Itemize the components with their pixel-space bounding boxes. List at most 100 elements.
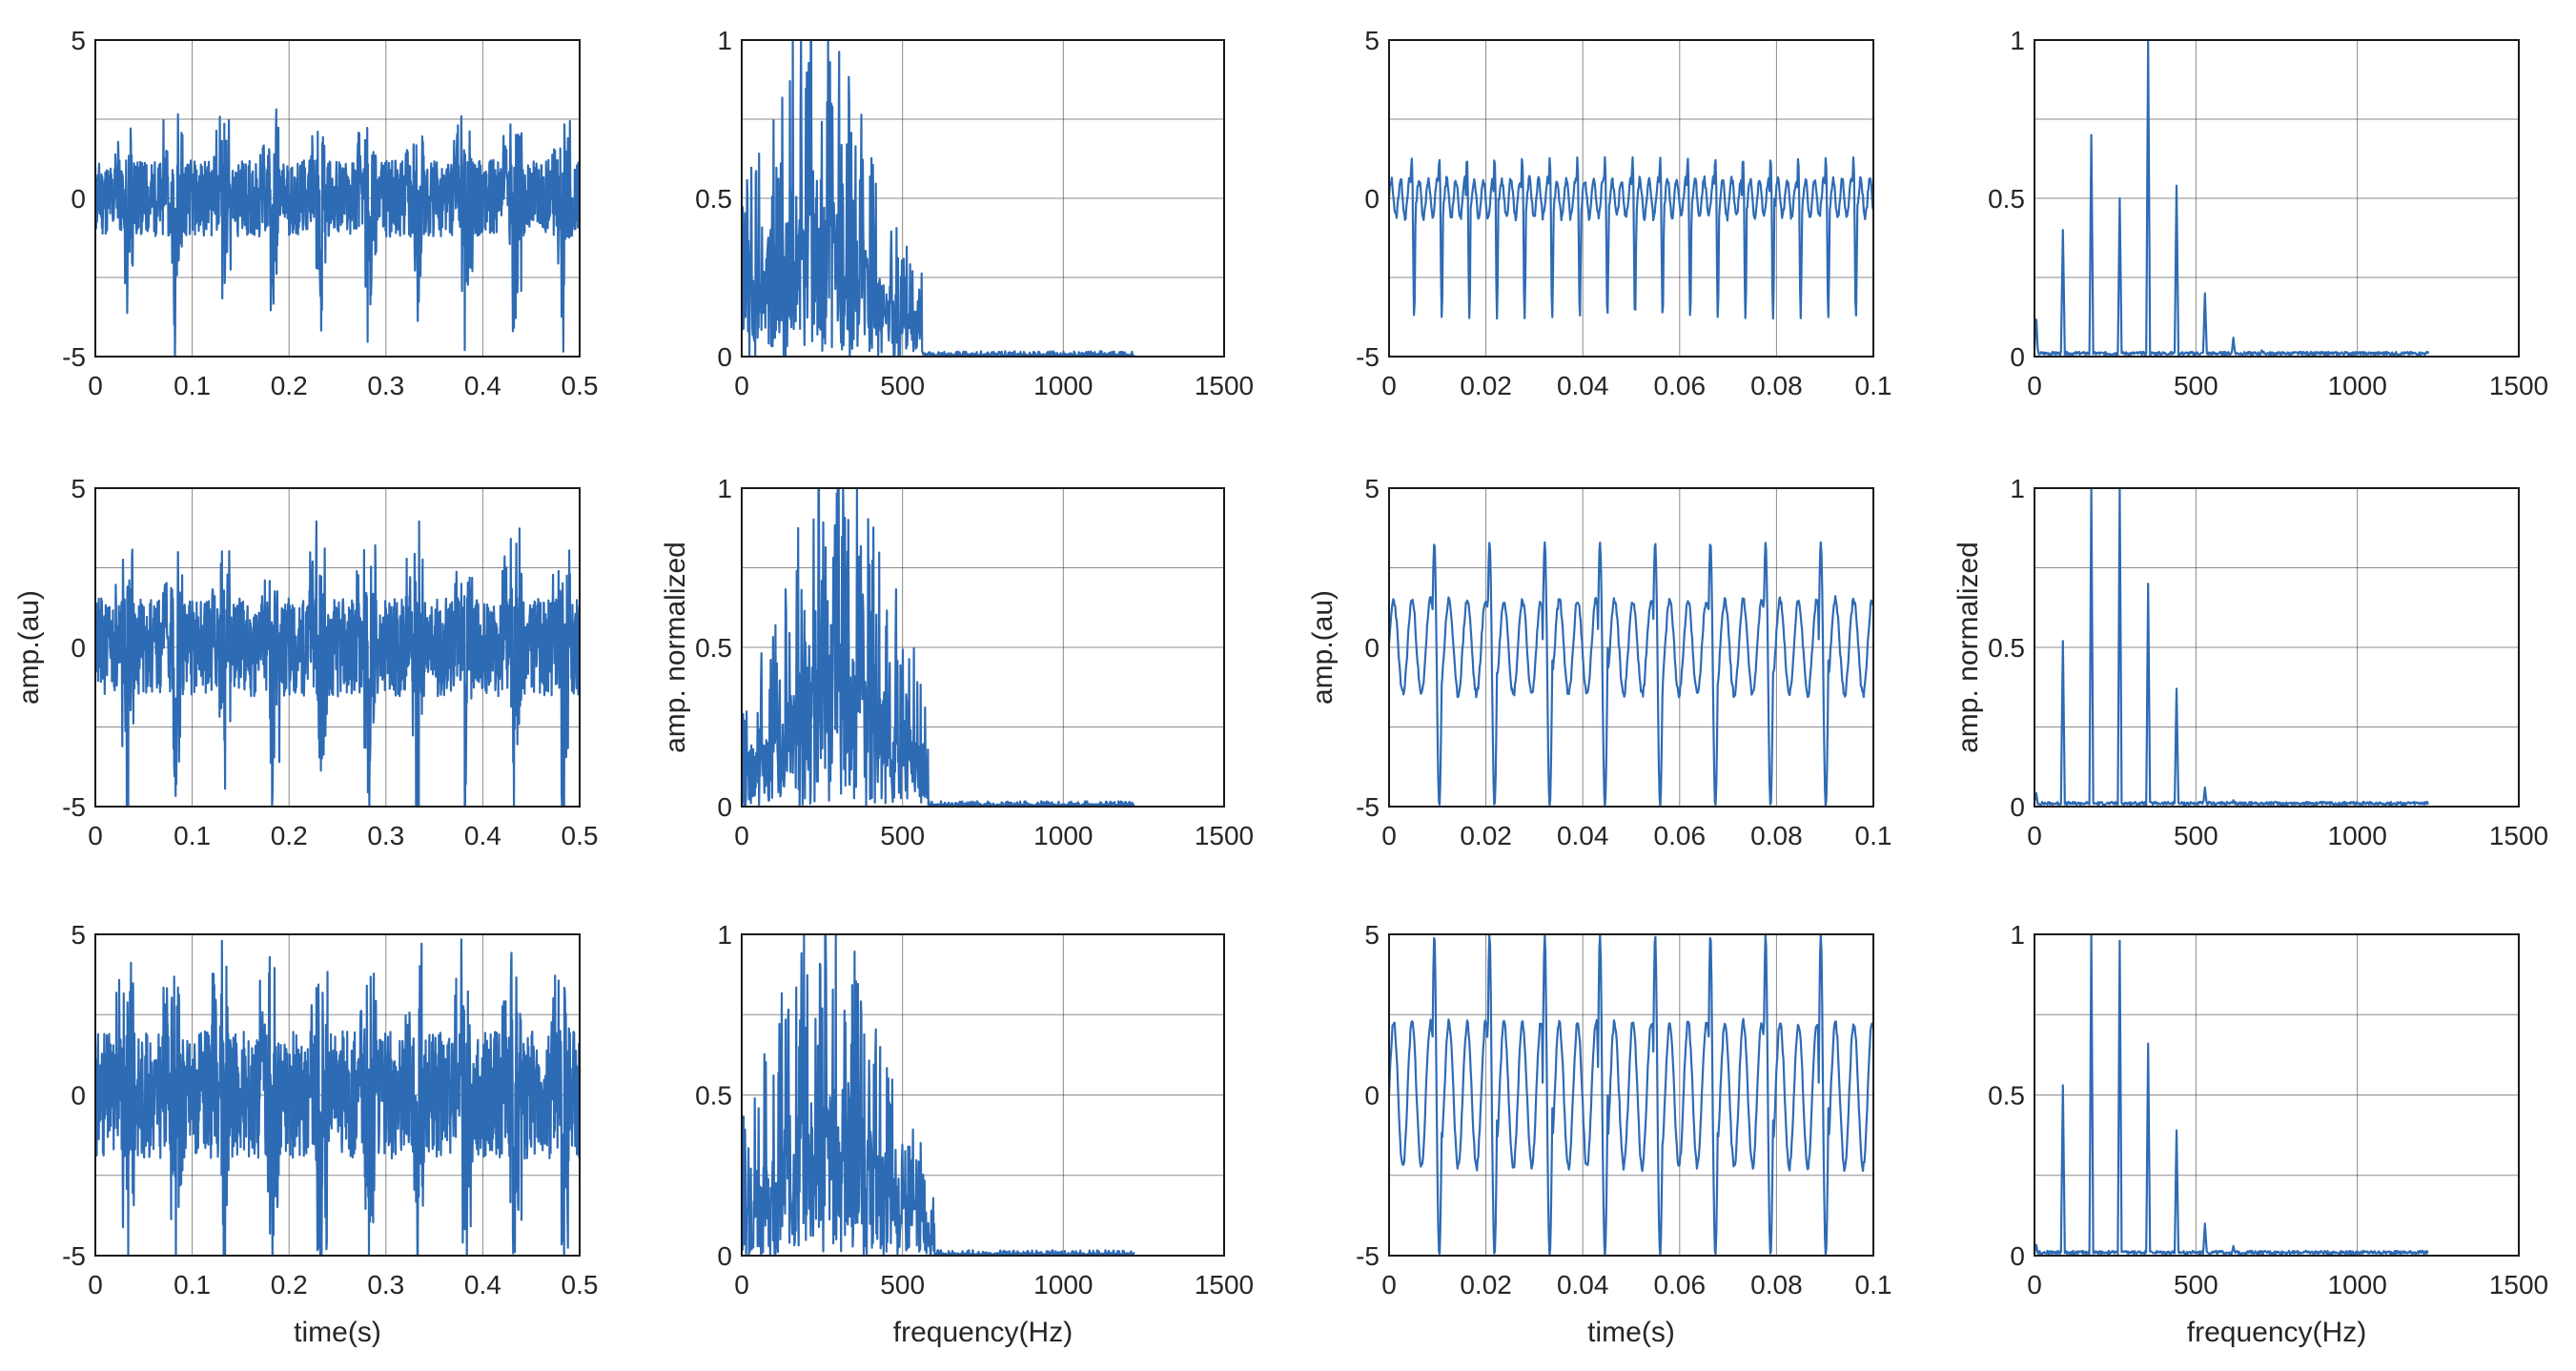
subplot-r1c3: 0 0.02 0.04 0.06 0.08 0.1-505 — [1356, 26, 1891, 400]
x-tick-label: 1500 — [2489, 371, 2548, 400]
x-tick-label: 0.1 — [1855, 1270, 1892, 1299]
y-tick-label: 1 — [2010, 920, 2025, 950]
x-tick-label: 1500 — [2489, 1270, 2548, 1299]
series-line — [93, 938, 582, 1258]
x-tick-label: 0.1 — [174, 371, 211, 400]
y-tick-label: 1 — [2010, 26, 2025, 55]
x-tick-label: 1500 — [1195, 821, 1254, 850]
subplot-r1c1: 0 0.1 0.2 0.3 0.4 0.5-505 — [62, 26, 598, 400]
y-tick-label: 0 — [717, 792, 732, 822]
x-tick-label: 0.4 — [464, 821, 501, 850]
y-tick-label: 0 — [1364, 1081, 1380, 1111]
x-tick-label: 0.1 — [1855, 821, 1892, 850]
axes-frame — [741, 487, 1225, 808]
x-tick-label: 0.04 — [1557, 1270, 1609, 1299]
x-tick-label: 1000 — [2328, 821, 2387, 850]
x-tick-label: 0.4 — [464, 371, 501, 400]
x-tick-label: 1000 — [1033, 1270, 1093, 1299]
y-tick-label: 0 — [71, 633, 86, 663]
x-tick-label: 0.1 — [174, 821, 211, 850]
x-tick-label: 0.4 — [464, 1270, 501, 1299]
x-axis-label: time(s) — [294, 1317, 381, 1348]
y-tick-label: 0 — [1364, 184, 1380, 214]
series-line — [1387, 155, 1874, 320]
subplot-r2c2: 0 500 1000 1500 0 0.5 1 amp. normalized — [660, 474, 1254, 850]
series-line — [1387, 541, 1875, 808]
x-tick-label: 0.02 — [1460, 371, 1512, 400]
y-tick-label: 5 — [71, 26, 86, 55]
x-tick-label: 0.3 — [367, 371, 404, 400]
y-tick-label: -5 — [62, 792, 86, 822]
x-tick-label: 0 — [734, 821, 749, 850]
y-tick-label: 5 — [1364, 26, 1380, 55]
series-line — [1387, 932, 1874, 1258]
y-tick-label: 0.5 — [695, 1081, 732, 1111]
axes-frame — [94, 933, 581, 1257]
x-axis-label: frequency(Hz) — [893, 1317, 1073, 1348]
y-tick-label: 0 — [717, 342, 732, 372]
x-tick-label: 0.5 — [562, 1270, 599, 1299]
series-line — [740, 38, 1135, 358]
x-tick-label: 0 — [1381, 371, 1397, 400]
y-tick-label: 0 — [71, 184, 86, 214]
x-tick-label: 0 — [2027, 1270, 2042, 1299]
y-tick-label: 0.5 — [695, 184, 732, 214]
axes-frame — [741, 39, 1225, 358]
x-tick-label: 0 — [1381, 821, 1397, 850]
y-tick-label: 0 — [2010, 1241, 2025, 1271]
y-tick-label: -5 — [1356, 1241, 1380, 1271]
x-tick-label: 0 — [88, 821, 103, 850]
y-tick-label: 1 — [2010, 474, 2025, 503]
y-tick-label: -5 — [62, 342, 86, 372]
y-tick-label: -5 — [62, 1241, 86, 1271]
x-tick-label: 0.3 — [367, 1270, 404, 1299]
y-tick-label: 1 — [717, 474, 732, 503]
x-tick-label: 0.04 — [1557, 821, 1609, 850]
y-axis-label: amp. normalized — [1952, 542, 1984, 753]
x-tick-label: 0.06 — [1654, 821, 1707, 850]
x-tick-label: 0.02 — [1460, 821, 1512, 850]
y-tick-label: 5 — [1364, 474, 1380, 503]
y-tick-label: 0.5 — [695, 633, 732, 663]
axes-frame — [2034, 487, 2520, 808]
x-axis-label: frequency(Hz) — [2187, 1317, 2366, 1348]
x-tick-label: 1000 — [1033, 821, 1093, 850]
axes-frame — [2034, 39, 2520, 358]
series-line — [740, 486, 1135, 808]
x-tick-label: 1500 — [1195, 1270, 1254, 1299]
y-tick-label: 5 — [71, 920, 86, 950]
y-tick-label: -5 — [1356, 792, 1380, 822]
x-tick-label: 0 — [1381, 1270, 1397, 1299]
x-tick-label: 0.5 — [562, 821, 599, 850]
x-tick-label: 0.1 — [174, 1270, 211, 1299]
x-tick-label: 500 — [2174, 1270, 2218, 1299]
x-axis-label: time(s) — [1587, 1317, 1675, 1348]
x-tick-label: 0.2 — [271, 371, 308, 400]
series-line — [740, 932, 1135, 1258]
series-line — [2033, 486, 2430, 807]
series-line — [93, 520, 582, 808]
x-tick-label: 0 — [2027, 371, 2042, 400]
x-tick-label: 0.3 — [367, 821, 404, 850]
x-tick-label: 1000 — [2328, 371, 2387, 400]
x-tick-label: 0.1 — [1855, 371, 1892, 400]
x-tick-label: 0 — [734, 1270, 749, 1299]
x-tick-label: 1000 — [1033, 371, 1093, 400]
x-tick-label: 0.02 — [1460, 1270, 1512, 1299]
axes-frame — [94, 487, 581, 808]
x-tick-label: 0.06 — [1654, 371, 1707, 400]
axes-frame — [741, 933, 1225, 1257]
x-tick-label: 500 — [2174, 371, 2218, 400]
y-axis-label: amp. normalized — [660, 542, 691, 753]
y-tick-label: 0 — [717, 1241, 732, 1271]
axes-frame — [1388, 39, 1874, 358]
x-tick-label: 0.2 — [271, 1270, 308, 1299]
y-tick-label: -5 — [1356, 342, 1380, 372]
x-tick-label: 0.04 — [1557, 371, 1609, 400]
series-line — [2033, 932, 2429, 1256]
